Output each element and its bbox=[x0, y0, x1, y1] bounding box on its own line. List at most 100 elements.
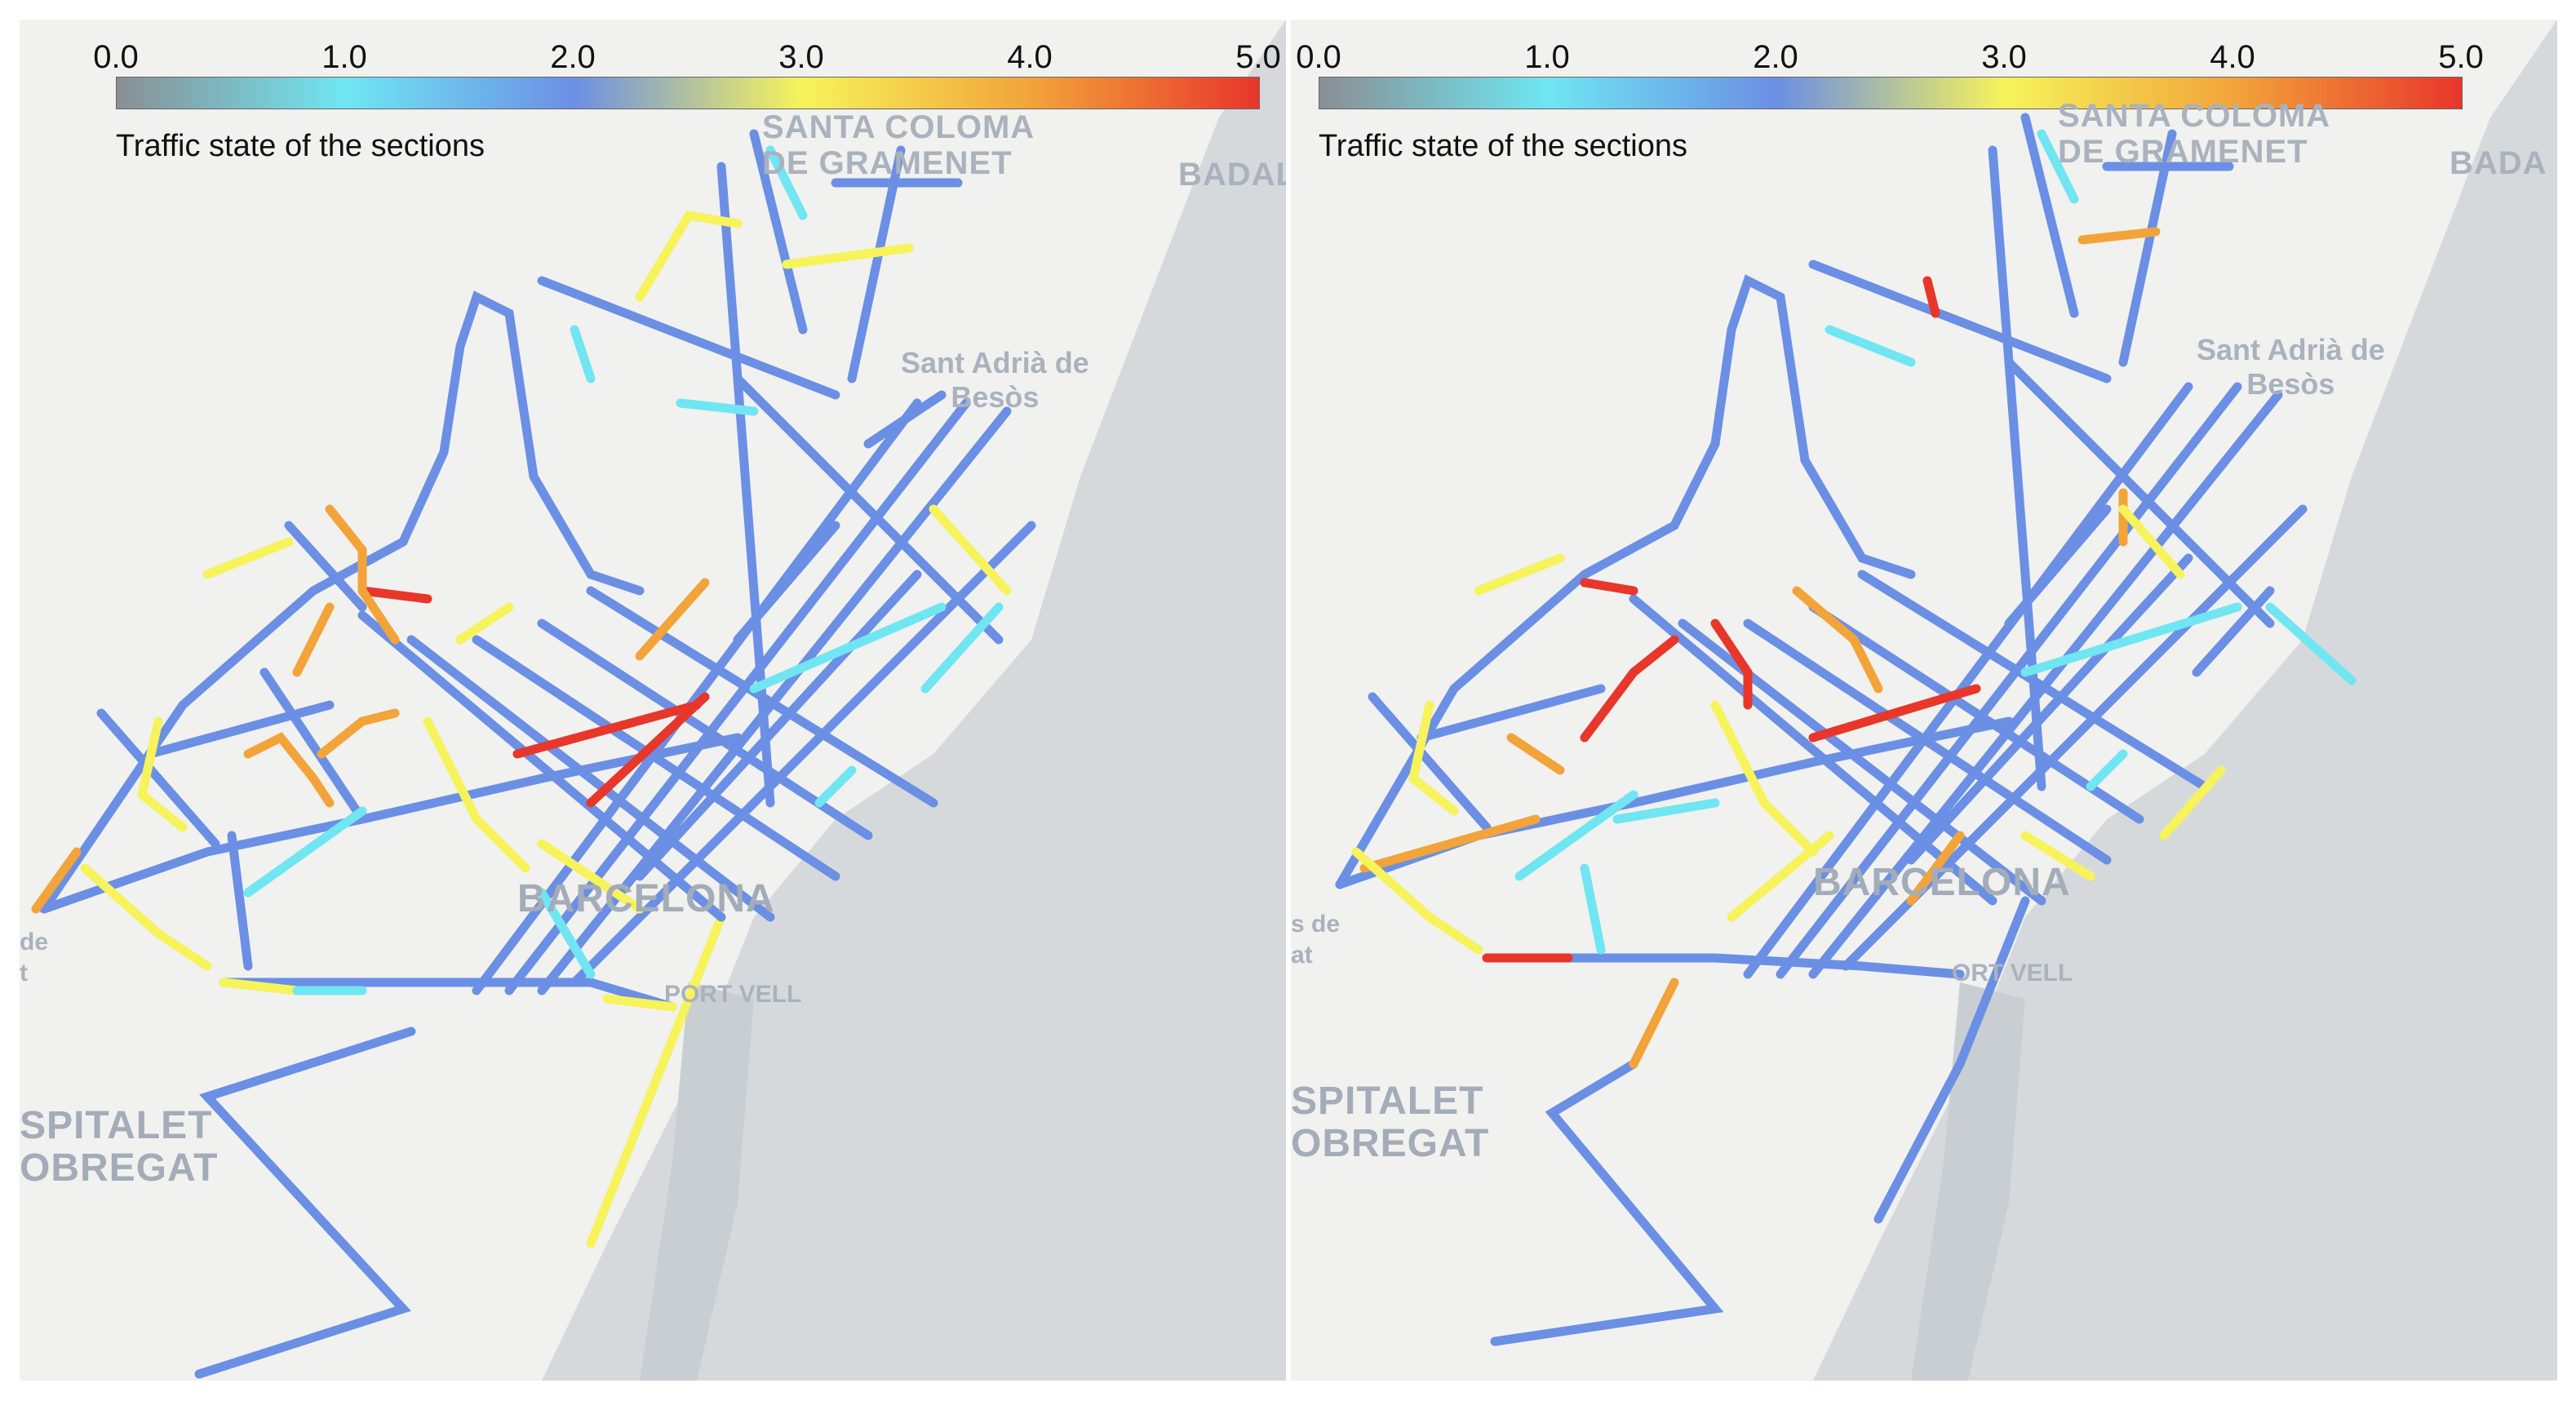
place-santa-coloma: SANTA COLOMA DE GRAMENET bbox=[2058, 98, 2331, 170]
road-section bbox=[537, 888, 596, 979]
road-section bbox=[2037, 129, 2079, 204]
map-canvas[interactable] bbox=[20, 20, 1286, 1381]
road-section bbox=[602, 994, 677, 1012]
port-area bbox=[1911, 982, 2025, 1381]
place-hospitalet: SPITALET OBREGAT bbox=[20, 1104, 219, 1190]
road-section bbox=[2004, 504, 2112, 628]
road-section bbox=[2159, 765, 2226, 840]
place-badalona: BADA bbox=[2450, 145, 2547, 181]
road-section bbox=[537, 276, 840, 400]
road-section bbox=[1408, 700, 1459, 816]
road-section bbox=[219, 978, 302, 995]
road-section bbox=[716, 162, 775, 808]
colorbar bbox=[1319, 77, 2463, 109]
road-section bbox=[357, 610, 726, 922]
colorbar-tick: 0.0 bbox=[93, 39, 139, 75]
road-section bbox=[1506, 733, 1565, 775]
colorbar bbox=[116, 77, 1260, 109]
road-section bbox=[512, 700, 702, 759]
road-section bbox=[749, 129, 808, 335]
road-section bbox=[1612, 798, 1720, 824]
colorbar-tick: 3.0 bbox=[778, 39, 824, 75]
road-section bbox=[2265, 602, 2357, 685]
road-section bbox=[863, 390, 947, 449]
road-network bbox=[1335, 113, 2357, 1346]
road-section bbox=[325, 504, 400, 645]
road-section bbox=[1873, 896, 2030, 1224]
road-section bbox=[2004, 357, 2275, 628]
road-section bbox=[586, 912, 726, 1248]
road-section bbox=[243, 806, 367, 898]
road-section bbox=[357, 586, 432, 604]
road-section bbox=[96, 708, 220, 849]
road-section bbox=[39, 290, 645, 914]
road-section bbox=[1580, 863, 1606, 955]
road-section bbox=[1514, 790, 1638, 881]
place-badalona: BADALO bbox=[1178, 157, 1286, 193]
port-area bbox=[640, 982, 754, 1381]
road-section bbox=[929, 504, 1012, 596]
road-section bbox=[920, 602, 1004, 694]
road-section bbox=[2020, 113, 2079, 318]
road-section bbox=[259, 667, 367, 824]
road-section bbox=[406, 635, 775, 922]
road-section bbox=[635, 210, 743, 302]
road-section bbox=[1474, 553, 1565, 596]
map-panel-left[interactable]: 0.0 1.0 2.0 3.0 4.0 5.0 Traffic state of… bbox=[20, 20, 1286, 1381]
road-section bbox=[202, 537, 294, 579]
road-section bbox=[1743, 618, 2112, 865]
road-section bbox=[1792, 586, 1883, 694]
road-section bbox=[1906, 831, 1965, 906]
road-section bbox=[194, 1026, 416, 1379]
road-section bbox=[1351, 847, 1483, 955]
colorbar-tick: 4.0 bbox=[2210, 39, 2255, 75]
road-section bbox=[1580, 578, 1638, 596]
road-section bbox=[2118, 129, 2177, 367]
colorbar-tick: 5.0 bbox=[2438, 39, 2484, 75]
road-section bbox=[570, 325, 596, 384]
road-section bbox=[782, 243, 914, 269]
colorbar-tick: 0.0 bbox=[1296, 39, 1341, 75]
road-section bbox=[1808, 259, 2112, 384]
place-port-vell: PORT VELL bbox=[664, 981, 802, 1008]
colorbar-tick: 2.0 bbox=[550, 39, 596, 75]
road-section bbox=[765, 145, 808, 220]
road-section bbox=[227, 831, 253, 971]
road-section bbox=[472, 398, 922, 995]
place-sant-adria: Sant Adrià de Besòs bbox=[901, 346, 1089, 414]
road-section bbox=[1710, 700, 1818, 857]
road-section bbox=[635, 570, 922, 881]
road-section bbox=[455, 602, 514, 645]
road-section bbox=[284, 521, 367, 612]
road-section bbox=[136, 716, 188, 832]
road-section bbox=[635, 578, 710, 661]
colorbar-tick: 3.0 bbox=[1981, 39, 2027, 75]
road-section bbox=[1906, 553, 2193, 865]
road-section bbox=[1808, 602, 2144, 824]
road-section bbox=[1743, 382, 2193, 979]
place-port-vell: ORT VELL bbox=[1952, 960, 2073, 986]
road-section bbox=[733, 374, 1004, 645]
colorbar-tick: 5.0 bbox=[1235, 39, 1281, 75]
road-section bbox=[1580, 635, 1679, 743]
road-section bbox=[1490, 1059, 1724, 1346]
map-panel-right[interactable]: 0.0 1.0 2.0 3.0 4.0 5.0 Traffic state of… bbox=[1291, 20, 2557, 1381]
road-section bbox=[749, 602, 947, 694]
road-section bbox=[145, 700, 335, 759]
colorbar-tick: 4.0 bbox=[1007, 39, 1053, 75]
road-section bbox=[847, 145, 906, 384]
colorbar-title: Traffic state of the sections bbox=[1319, 129, 1687, 163]
road-section bbox=[2020, 831, 2095, 881]
place-barcelona: BARCELONA bbox=[1813, 861, 2071, 904]
road-section bbox=[504, 398, 971, 995]
road-section bbox=[1824, 325, 1916, 367]
colorbar-tick: 1.0 bbox=[1524, 39, 1570, 75]
place-edge-label: s de at bbox=[1291, 911, 1341, 969]
road-section bbox=[1514, 953, 1965, 979]
colorbar-title: Traffic state of the sections bbox=[116, 129, 485, 163]
road-section bbox=[2192, 586, 2275, 677]
road-section bbox=[317, 708, 400, 759]
place-sant-adria: Sant Adrià de Besòs bbox=[2197, 333, 2385, 401]
map-canvas[interactable] bbox=[1291, 20, 2557, 1381]
road-section bbox=[472, 635, 840, 881]
